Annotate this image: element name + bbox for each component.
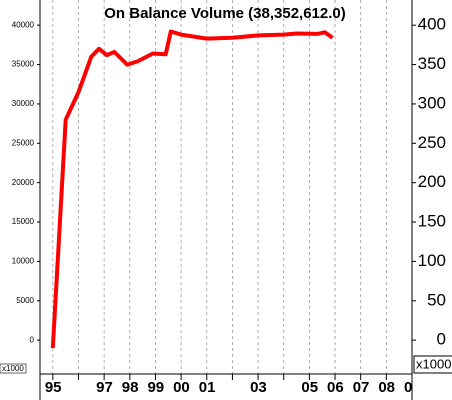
chart-title: On Balance Volume (38,352,612.0) bbox=[104, 5, 346, 22]
x-tick-label: 01 bbox=[199, 379, 216, 396]
y2-tick-label: 250 bbox=[418, 133, 446, 152]
y2-tick-label: 200 bbox=[418, 172, 446, 191]
y-tick-label: 35000 bbox=[12, 60, 35, 69]
x-tick-label: 97 bbox=[96, 379, 113, 396]
y2-tick-label: 100 bbox=[418, 251, 446, 270]
y-tick-label: 20000 bbox=[12, 178, 35, 187]
x-tick-label: 99 bbox=[147, 379, 164, 396]
y-tick-label: 40000 bbox=[12, 20, 35, 29]
x-tick-label: 00 bbox=[173, 379, 190, 396]
x-tick-label: 06 bbox=[327, 379, 344, 396]
y2-tick-label: 150 bbox=[418, 212, 446, 231]
y-unit-box bbox=[0, 363, 27, 374]
obv-line bbox=[50, 29, 334, 349]
y-tick-label: 30000 bbox=[12, 99, 35, 108]
x-tick-label: 98 bbox=[122, 379, 139, 396]
y-tick-label: 10000 bbox=[12, 257, 35, 266]
y2-tick-label: 350 bbox=[418, 54, 446, 73]
x-tick-label: 0 bbox=[404, 379, 412, 396]
x-tick-label: 03 bbox=[250, 379, 267, 396]
y-unit-label: x1000 bbox=[2, 364, 24, 373]
x-tick-label: 07 bbox=[353, 379, 370, 396]
y2-tick-label: 50 bbox=[427, 290, 446, 309]
y-tick-label: 0 bbox=[30, 335, 35, 344]
y-tick-label: 5000 bbox=[16, 296, 34, 305]
x-tick-label: 95 bbox=[45, 379, 62, 396]
y-tick-label: 25000 bbox=[12, 138, 35, 147]
y2-tick-label: 300 bbox=[418, 93, 446, 112]
y2-tick-label: 400 bbox=[418, 15, 446, 34]
y2-unit-label: x1000 bbox=[416, 356, 451, 371]
y2-unit-box bbox=[413, 355, 452, 374]
y-tick-label: 15000 bbox=[12, 217, 35, 226]
y2-tick-label: 0 bbox=[437, 330, 446, 349]
x-tick-label: 08 bbox=[378, 379, 395, 396]
x-tick-label: 05 bbox=[301, 379, 318, 396]
